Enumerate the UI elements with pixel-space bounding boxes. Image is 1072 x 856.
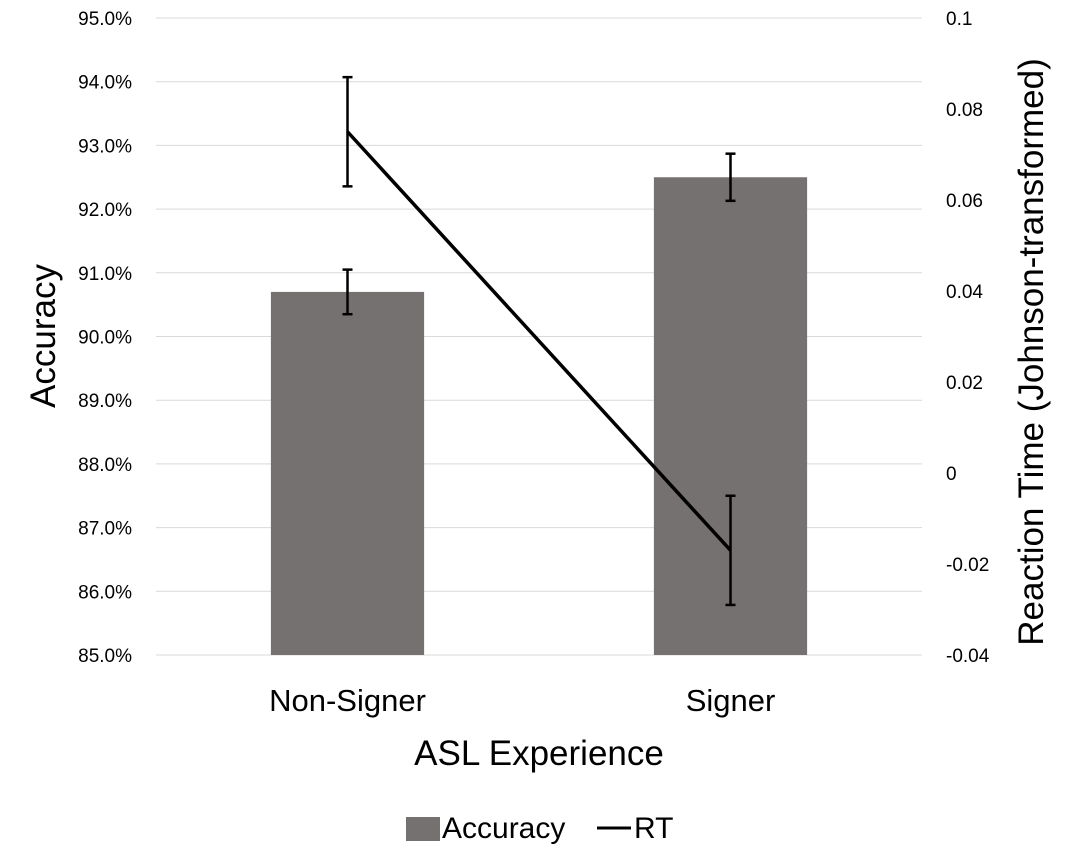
legend: Accuracy RT [406, 812, 673, 845]
y2-tick-label: 0 [946, 464, 957, 485]
y-tick-label: 85.0% [78, 646, 132, 667]
y2-tick-label: -0.02 [946, 555, 989, 576]
legend-label-accuracy: Accuracy [442, 812, 565, 845]
legend-swatch-accuracy [406, 817, 440, 841]
accuracy-bars [270, 152, 808, 655]
y2-tick-label: 0.04 [946, 282, 983, 303]
x-tick-label: Non-Signer [269, 683, 426, 718]
bar-accuracy-non-signer [270, 291, 425, 655]
y-tick-label: 90.0% [78, 328, 132, 349]
y-tick-label: 95.0% [78, 9, 132, 30]
y2-tick-label: 0.08 [946, 100, 983, 121]
rt-line [346, 130, 732, 552]
y-tick-label: 87.0% [78, 519, 132, 540]
y-tick-label: 88.0% [78, 455, 132, 476]
y-tick-label: 89.0% [78, 391, 132, 412]
y-axis-title: Accuracy [24, 264, 63, 408]
x-axis-title: ASL Experience [414, 734, 664, 773]
y-tick-label: 91.0% [78, 264, 132, 285]
rt-line-series [342, 75, 736, 607]
right-axis-ticks: 0.1 0.08 0.06 0.04 0.02 0 -0.02 -0.04 [946, 9, 990, 667]
y2-tick-label: 0.1 [946, 9, 972, 30]
left-axis-ticks: 95.0% 94.0% 93.0% 92.0% 91.0% 90.0% 89.0% 88.0%… [78, 9, 132, 667]
y-tick-label: 94.0% [78, 73, 132, 94]
y2-tick-label: -0.04 [946, 646, 990, 667]
y-tick-label: 93.0% [78, 136, 132, 157]
y-tick-label: 92.0% [78, 200, 132, 221]
y2-tick-label: 0.06 [946, 191, 983, 212]
y2-axis-title: Reaction Time (Johnson-transformed) [1012, 58, 1051, 645]
y2-tick-label: 0.02 [946, 373, 983, 394]
category-labels: Non-Signer Signer [269, 683, 775, 718]
legend-label-rt: RT [634, 812, 673, 845]
y-tick-label: 86.0% [78, 582, 132, 603]
x-tick-label: Signer [686, 683, 776, 718]
